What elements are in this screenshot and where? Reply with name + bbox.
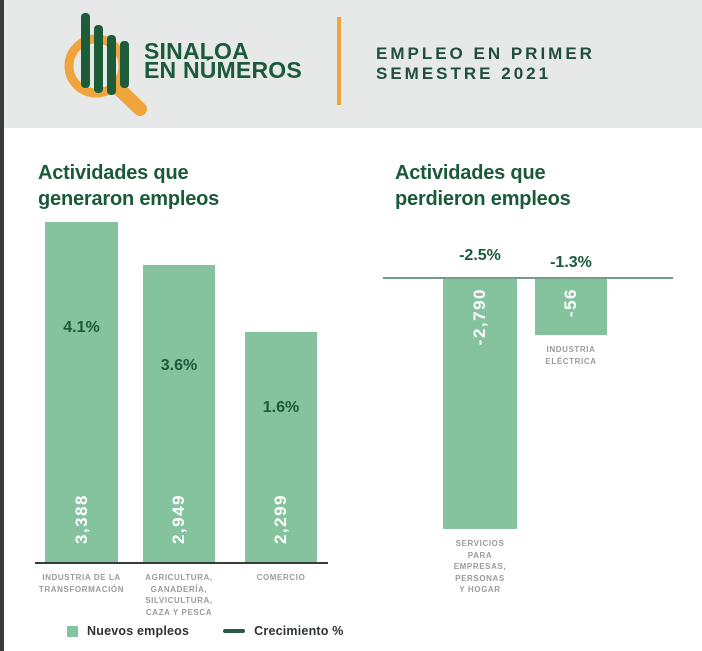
- bar-value-label: 2,949: [169, 493, 188, 544]
- magnifier-barchart-logo-icon: [64, 13, 147, 116]
- legend-label-growth: Crecimiento %: [254, 624, 344, 638]
- bar-lost-1: -56: [535, 279, 607, 335]
- bar-category-line: SILVICULTURA,: [145, 596, 213, 605]
- bar-percent-label: 3.6%: [160, 357, 198, 374]
- magnifier-handle: [109, 79, 147, 116]
- bar-category-line: INDUSTRIA DE LA: [42, 573, 121, 582]
- logo-line1: SINALOA: [144, 38, 249, 64]
- infographic-title-line1: EMPLEO EN PRIMER: [376, 44, 595, 63]
- bar-category-line: TRANSFORMACIÓN: [38, 584, 125, 594]
- bar-percent-label: -2.5%: [459, 247, 501, 264]
- bar-category-label: INDUSTRIA DE LA TRANSFORMACIÓN: [12, 572, 152, 595]
- bar-value-label: 3,388: [71, 493, 91, 544]
- bar-category-line: GANADERÍA,: [150, 584, 208, 594]
- chart-legend: Nuevos empleos Crecimiento %: [67, 624, 344, 638]
- bar-category-label: AGRICULTURA, GANADERÍA, SILVICULTURA, CAZA …: [109, 572, 249, 618]
- bar-category-line: INDUSTRIA: [546, 345, 596, 354]
- bar-gained-1: 2,949: [143, 265, 215, 562]
- bar-category-label: INDUSTRIA ELÉCTRICA: [501, 344, 641, 367]
- logo-line2: EN NÚMEROS: [144, 56, 302, 83]
- bar-category-label: COMERCIO: [211, 572, 351, 584]
- bar-value-label: 2,299: [271, 493, 290, 544]
- header: SINALOA EN NÚMEROS EMPLEO EN PRIMER SEME…: [4, 0, 702, 128]
- bar-percent-label: 4.1%: [63, 319, 100, 336]
- chart-gained-title: Actividades que generaron empleos: [38, 162, 220, 210]
- growth-line-swatch: [223, 629, 246, 633]
- legend-label-new-jobs: Nuevos empleos: [87, 624, 190, 638]
- chart-lost-title: Actividades que perdieron empleos: [395, 162, 571, 210]
- bar-category-line: CAZA Y PESCA: [145, 607, 213, 617]
- left-edge-strip: [0, 0, 4, 651]
- bar-percent-label: -1.3%: [550, 254, 592, 271]
- chart-baseline-gained: [35, 562, 328, 564]
- chart-baseline-lost: [383, 277, 673, 279]
- logo-bar: [94, 25, 103, 93]
- infographic-title: EMPLEO EN PRIMER SEMESTRE 2021: [376, 44, 595, 84]
- infographic-title-line2: SEMESTRE 2021: [376, 64, 552, 83]
- bar-category-line: Y HOGAR: [459, 585, 501, 594]
- new-jobs-swatch: [67, 625, 78, 637]
- bar-category-line: EMPRESAS,: [453, 562, 507, 571]
- bar-category-line: PARA: [467, 550, 493, 560]
- bar-category-label: SERVICIOS PARA EMPRESAS, PERSONAS Y HOGAR: [410, 538, 550, 596]
- logo-bar: [81, 13, 90, 88]
- bar-percent-label: 1.6%: [262, 399, 300, 416]
- logo-text: SINALOA EN NÚMEROS: [144, 38, 302, 83]
- bar-gained-0: 3,388: [45, 222, 118, 562]
- bar-value-label: -56: [561, 288, 580, 318]
- bar-category-line: PERSONAS: [455, 573, 505, 583]
- bar-category-line: ELÉCTRICA: [545, 356, 597, 366]
- logo-bar: [107, 35, 116, 95]
- bar-category-line: SERVICIOS: [455, 539, 505, 548]
- bar-lost-0: -2,790: [443, 279, 517, 529]
- bar-gained-2: 2,299: [245, 332, 317, 562]
- header-divider: [337, 17, 341, 105]
- bar-category-line: COMERCIO: [256, 573, 306, 582]
- bar-value-label: -2,790: [470, 288, 489, 346]
- logo-bar: [120, 41, 129, 88]
- bar-category-line: AGRICULTURA,: [145, 573, 213, 582]
